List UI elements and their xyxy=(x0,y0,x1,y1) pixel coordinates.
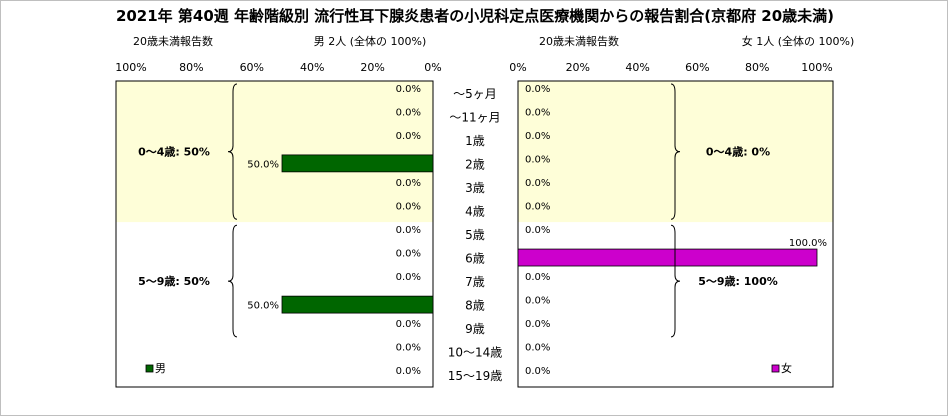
bar-value-label: 0.0% xyxy=(525,178,550,189)
x-tick-label: 80% xyxy=(745,61,769,74)
age-label: ～5ヶ月 xyxy=(453,87,497,101)
bar-value-label: 0.0% xyxy=(396,225,421,236)
x-tick-label: 0% xyxy=(509,61,526,74)
legend-swatch xyxy=(771,364,780,373)
panel-header: 男 2人 (全体の 100%) xyxy=(314,34,427,48)
panel-frame xyxy=(115,80,434,388)
bar-value-label: 0.0% xyxy=(396,131,421,142)
age-label: 1歳 xyxy=(465,134,485,148)
panel-frame xyxy=(517,80,834,388)
x-tick-label: 0% xyxy=(424,61,441,74)
bar-value-label: 0.0% xyxy=(396,249,421,260)
x-tick-label: 40% xyxy=(300,61,324,74)
age-category-labels: ～5ヶ月 ～11ヶ月 1歳 2歳 3歳 4歳 5歳 6歳 7歳 8歳 9歳 10～14歳 15～19歳 xyxy=(448,87,503,383)
x-tick-label: 20% xyxy=(566,61,590,74)
x-tick-label: 20% xyxy=(360,61,384,74)
age-label: 8歳 xyxy=(465,299,485,313)
bar-value-label: 0.0% xyxy=(525,225,550,236)
bar-value-label: 0.0% xyxy=(525,107,550,118)
age-label: 2歳 xyxy=(465,157,485,171)
age-label: 5歳 xyxy=(465,228,485,242)
group-label: 5～9歳: 50% xyxy=(138,274,210,288)
group-label: 0～4歳: 0% xyxy=(706,145,770,159)
age-label: 3歳 xyxy=(465,181,485,195)
bar-value-label: 0.0% xyxy=(525,201,550,212)
panel-left: 20歳未満報告数 男 2人 (全体の 100%) 0% 20% 40% 60% 80% 100… xyxy=(115,34,442,388)
axis-caption: 20歳未満報告数 xyxy=(133,35,213,48)
x-tick-label: 100% xyxy=(115,61,146,74)
age-label: 7歳 xyxy=(465,275,485,289)
panel-header: 女 1人 (全体の 100%) xyxy=(742,34,855,48)
group-brace xyxy=(670,83,681,220)
group-brace xyxy=(227,83,238,220)
bar-value-label: 0.0% xyxy=(396,272,421,283)
bar-value-label: 0.0% xyxy=(525,84,550,95)
bar-value-label: 0.0% xyxy=(525,272,550,283)
x-tick-label: 40% xyxy=(625,61,649,74)
bar-value-label: 0.0% xyxy=(525,343,550,354)
chart-title: 2021年 第40週 年齢階級別 流行性耳下腺炎患者の小児科定点医療機関からの報… xyxy=(116,7,834,25)
bar xyxy=(281,295,434,314)
bar-value-label: 100.0% xyxy=(789,238,827,249)
group-label: 5～9歳: 100% xyxy=(698,274,778,288)
bar xyxy=(517,248,818,267)
upper-row-band xyxy=(116,81,433,223)
bar-value-label: 0.0% xyxy=(396,201,421,212)
bar-value-label: 0.0% xyxy=(525,154,550,165)
bar-value-label: 0.0% xyxy=(525,131,550,142)
legend-swatch xyxy=(145,364,154,373)
group-label: 0～4歳: 50% xyxy=(138,145,210,159)
axis-caption: 20歳未満報告数 xyxy=(539,35,619,48)
age-label: ～11ヶ月 xyxy=(449,110,500,124)
panel-right: 20歳未満報告数 女 1人 (全体の 100%) 0% 20% 40% 60% 80% 100… xyxy=(509,34,855,388)
x-tick-label: 80% xyxy=(179,61,203,74)
bar-value-label: 0.0% xyxy=(396,319,421,330)
group-brace xyxy=(227,224,238,338)
legend-label: 女 xyxy=(781,361,792,375)
age-label: 10～14歳 xyxy=(448,346,503,360)
age-label: 4歳 xyxy=(465,204,485,218)
legend-label: 男 xyxy=(155,362,166,375)
bar-value-label: 0.0% xyxy=(396,107,421,118)
bar-value-label: 0.0% xyxy=(396,178,421,189)
age-label: 15～19歳 xyxy=(448,369,503,383)
bar-value-label: 0.0% xyxy=(396,343,421,354)
bar-value-label: 0.0% xyxy=(525,296,550,307)
x-tick-label: 100% xyxy=(801,61,832,74)
group-brace xyxy=(670,224,681,338)
bar-value-label: 50.0% xyxy=(247,159,279,170)
bar-value-label: 0.0% xyxy=(396,366,421,377)
age-label: 6歳 xyxy=(465,252,485,266)
bar-value-label: 50.0% xyxy=(247,301,279,312)
x-tick-label: 60% xyxy=(240,61,264,74)
bar xyxy=(281,154,434,173)
bar-value-label: 0.0% xyxy=(525,319,550,330)
age-label: 9歳 xyxy=(465,322,485,336)
bar-value-label: 0.0% xyxy=(396,84,421,95)
bar-value-label: 0.0% xyxy=(525,366,550,377)
x-tick-label: 60% xyxy=(685,61,709,74)
